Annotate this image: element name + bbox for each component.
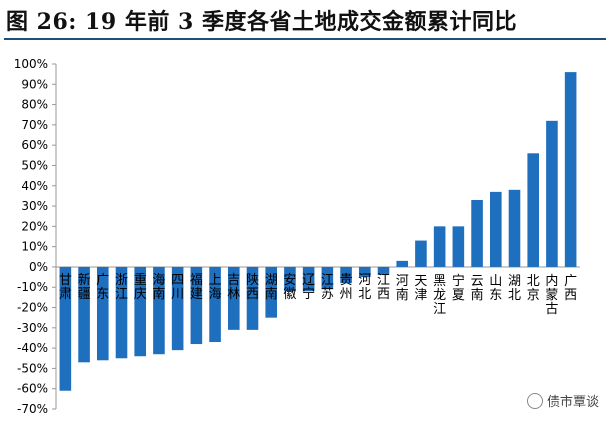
category-label: 河北 (358, 273, 371, 302)
category-label: 浙江 (115, 273, 128, 302)
category-label: 宁夏 (452, 273, 465, 303)
title-divider (4, 38, 606, 40)
bar (377, 266, 390, 276)
bar (227, 266, 240, 330)
bar (564, 72, 577, 267)
bar (153, 266, 165, 355)
y-tick-label: -30% (17, 321, 48, 335)
y-tick-label: -10% (17, 280, 48, 294)
bar (171, 266, 184, 351)
category-label: 海南 (152, 273, 165, 302)
y-tick-label: -60% (17, 382, 48, 396)
y-tick-label: 50% (21, 158, 48, 172)
category-label: 上海 (209, 273, 222, 302)
bar (302, 266, 315, 292)
category-label: 广东 (96, 273, 109, 302)
y-tick-label: 40% (21, 179, 48, 193)
category-label: 黑龙江 (433, 274, 446, 317)
category-label: 山东 (489, 274, 502, 303)
figure-title: 图 26: 19 年前 3 季度各省土地成交金额累计同比 (6, 9, 517, 35)
bar (471, 199, 483, 267)
category-label: 重庆 (134, 272, 147, 302)
category-label: 辽宁 (302, 273, 315, 302)
category-label: 北京 (527, 274, 540, 303)
category-label: 云南 (471, 274, 484, 303)
y-tick-label: -20% (17, 301, 48, 315)
category-label: 新疆 (78, 272, 91, 302)
bar (415, 240, 427, 267)
category-label: 天津 (414, 274, 427, 303)
category-label: 内蒙古 (545, 273, 558, 317)
bar (508, 189, 521, 267)
y-tick-label: 0% (29, 260, 48, 274)
bar (433, 226, 446, 267)
category-label: 四川 (171, 273, 184, 302)
category-label: 广西 (564, 274, 577, 303)
y-tick-label: -70% (17, 402, 48, 416)
category-label: 安徽 (283, 273, 296, 302)
y-tick-label: -50% (17, 361, 48, 375)
y-tick-label: 100% (14, 57, 48, 71)
y-tick-label: 10% (21, 240, 48, 254)
y-tick-label: 80% (21, 98, 48, 112)
bar (190, 266, 203, 345)
bar-chart: 100% 90% 80% 70% 60% 50% 40% 30% 20% 10% 0% -10% -20… (14, 57, 580, 416)
y-tick-label: 60% (21, 138, 48, 152)
bar (115, 266, 128, 359)
bar (396, 260, 409, 267)
bar (284, 266, 296, 292)
category-label: 江西 (377, 273, 390, 302)
bar (265, 266, 278, 318)
bar (134, 266, 147, 357)
bar (340, 266, 352, 284)
category-label: 吉林 (227, 273, 240, 302)
y-tick-label: 90% (21, 77, 48, 91)
category-label: 甘肃 (59, 273, 72, 302)
bar (358, 266, 371, 278)
bar (78, 266, 90, 363)
category-label: 贵州 (340, 273, 353, 302)
bar (209, 266, 221, 343)
watermark: 债市覃谈 (526, 391, 599, 410)
wechat-icon (526, 392, 543, 409)
bar (59, 266, 72, 391)
bar (527, 153, 540, 267)
y-tick-label: 70% (21, 118, 48, 132)
category-label: 湖北 (508, 274, 521, 303)
category-label: 福建 (190, 273, 203, 302)
y-tick-label: 20% (21, 219, 48, 233)
bar (546, 120, 558, 267)
watermark-text: 债市覃谈 (546, 395, 599, 410)
y-tick-label: 30% (21, 199, 48, 213)
category-label: 河南 (396, 274, 409, 303)
category-label: 湖南 (265, 273, 278, 302)
category-label: 陕西 (246, 273, 259, 302)
bar (96, 266, 109, 361)
bar (489, 191, 502, 267)
bar (452, 226, 465, 267)
category-label: 江苏 (321, 273, 334, 302)
y-tick-label: -40% (17, 341, 48, 355)
bar (246, 266, 259, 330)
bar (321, 266, 334, 290)
